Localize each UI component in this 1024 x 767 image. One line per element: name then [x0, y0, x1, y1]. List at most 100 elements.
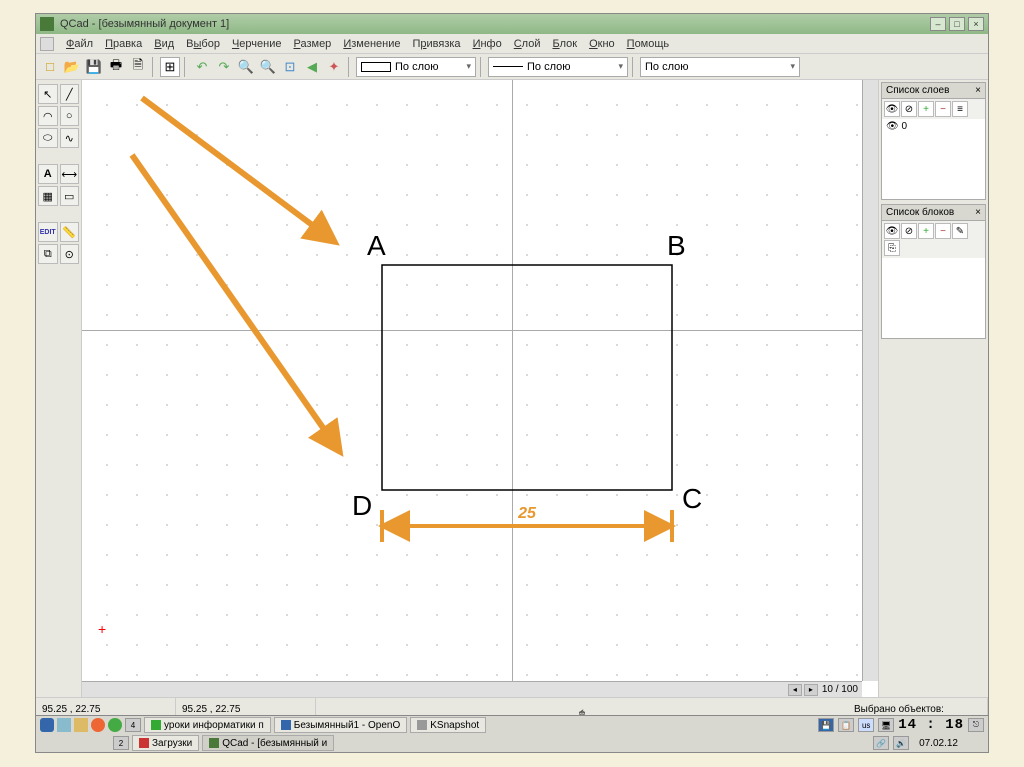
- layers-close-icon[interactable]: ×: [975, 85, 981, 96]
- layer-edit-icon[interactable]: ≡: [952, 101, 968, 117]
- home-icon[interactable]: [74, 718, 88, 732]
- new-button[interactable]: □: [40, 57, 60, 77]
- tool-pointer[interactable]: ↖: [38, 84, 58, 104]
- task-item[interactable]: KSnapshot: [410, 717, 486, 733]
- h-scrollbar[interactable]: ◂▸ 10 / 100: [82, 681, 862, 697]
- close-button[interactable]: ×: [968, 17, 984, 31]
- tool-measure[interactable]: 📏: [60, 222, 80, 242]
- origin-cross-icon: +: [98, 621, 106, 637]
- zoom-in-button[interactable]: 🔍: [236, 57, 256, 77]
- display-tray-icon[interactable]: 🖥: [878, 718, 894, 732]
- tool-ellipse[interactable]: ⬭: [38, 128, 58, 148]
- left-toolbox: ↖╱ ◠○ ⬭∿ A⟷ ▦▭ EDIT📏 ⧉⊙: [36, 80, 82, 697]
- zoom-out-button[interactable]: 🔍: [258, 57, 278, 77]
- zoom-label: 10 / 100: [822, 684, 858, 695]
- undo-button[interactable]: ↶: [192, 57, 212, 77]
- task-item[interactable]: уроки информатики п: [144, 717, 271, 733]
- v-scrollbar[interactable]: [862, 80, 878, 681]
- task-count-1[interactable]: 4: [125, 718, 141, 732]
- layers-list[interactable]: 👁 0: [882, 119, 985, 199]
- block-add-icon[interactable]: +: [918, 223, 934, 239]
- desktop-icon[interactable]: [57, 718, 71, 732]
- tool-image[interactable]: ▭: [60, 186, 80, 206]
- zoom-fit-button[interactable]: ⊡: [280, 57, 300, 77]
- task-count-2[interactable]: 2: [113, 736, 129, 750]
- layer-width-combo[interactable]: По слою: [640, 57, 800, 77]
- blocks-list[interactable]: [882, 258, 985, 338]
- titlebar: QCad - [безымянный документ 1] – □ ×: [36, 14, 988, 34]
- menu-блок[interactable]: Блок: [546, 36, 583, 52]
- minimize-button[interactable]: –: [930, 17, 946, 31]
- save-tray-icon[interactable]: 💾: [818, 718, 834, 732]
- menu-окно[interactable]: Окно: [583, 36, 621, 52]
- scroll-left-icon[interactable]: ◂: [788, 684, 802, 696]
- open-button[interactable]: 📂: [62, 57, 82, 77]
- layer-hide-icon[interactable]: ⊘: [901, 101, 917, 117]
- menu-инфо[interactable]: Инфо: [467, 36, 508, 52]
- block-hide-icon[interactable]: ⊘: [901, 223, 917, 239]
- doc-icon[interactable]: [40, 37, 54, 51]
- block-remove-icon[interactable]: −: [935, 223, 951, 239]
- firefox-icon[interactable]: [91, 718, 105, 732]
- tool-line[interactable]: ╱: [60, 84, 80, 104]
- save-button[interactable]: 💾: [84, 57, 104, 77]
- tool-circle[interactable]: ○: [60, 106, 80, 126]
- layers-panel-title: Список слоев: [886, 85, 949, 96]
- taskbar: 4 уроки информатики п Безымянный1 - Open…: [35, 715, 989, 753]
- block-eye-icon[interactable]: 👁: [884, 223, 900, 239]
- kmenu-icon[interactable]: [40, 718, 54, 732]
- menu-помощь[interactable]: Помощь: [621, 36, 676, 52]
- task-item[interactable]: QCad - [безымянный и: [202, 735, 334, 751]
- menu-изменение[interactable]: Изменение: [337, 36, 406, 52]
- layer-color-combo[interactable]: По слою: [356, 57, 476, 77]
- main-toolbar: □ 📂 💾 🖶 🗎 ⊞ ↶ ↷ 🔍 🔍 ⊡ ◀ ✦ По слою По сло…: [36, 54, 988, 80]
- block-insert-icon[interactable]: ⎘: [884, 240, 900, 256]
- grid-button[interactable]: ⊞: [160, 57, 180, 77]
- blocks-panel-title: Список блоков: [886, 207, 954, 218]
- network-tray-icon[interactable]: 🔗: [873, 736, 889, 750]
- print-button[interactable]: 🖶: [106, 57, 126, 77]
- date-label: 07.02.12: [919, 738, 958, 749]
- tool-dimension[interactable]: ⟷: [60, 164, 80, 184]
- layer-line-combo[interactable]: По слою: [488, 57, 628, 77]
- menu-вид[interactable]: Вид: [148, 36, 180, 52]
- layer-remove-icon[interactable]: −: [935, 101, 951, 117]
- menu-выбор[interactable]: Выбор: [180, 36, 226, 52]
- logout-icon[interactable]: ⎋: [968, 718, 984, 732]
- maximize-button[interactable]: □: [949, 17, 965, 31]
- print-preview-button[interactable]: 🗎: [128, 57, 148, 77]
- tool-text[interactable]: A: [38, 164, 58, 184]
- menu-привязка[interactable]: Привязка: [406, 36, 466, 52]
- zoom-prev-button[interactable]: ◀: [302, 57, 322, 77]
- tool-arc[interactable]: ◠: [38, 106, 58, 126]
- tool-hatch[interactable]: ▦: [38, 186, 58, 206]
- menu-файл[interactable]: Файл: [60, 36, 99, 52]
- window-title: QCad - [безымянный документ 1]: [60, 18, 229, 30]
- menu-черчение[interactable]: Черчение: [226, 36, 288, 52]
- globe-icon[interactable]: [108, 718, 122, 732]
- clipboard-tray-icon[interactable]: 📋: [838, 718, 854, 732]
- menu-слой[interactable]: Слой: [508, 36, 547, 52]
- lang-indicator[interactable]: us: [858, 718, 874, 732]
- tool-spline[interactable]: ∿: [60, 128, 80, 148]
- scroll-right-icon[interactable]: ▸: [804, 684, 818, 696]
- layer-add-icon[interactable]: +: [918, 101, 934, 117]
- blocks-close-icon[interactable]: ×: [975, 207, 981, 218]
- task-item[interactable]: Загрузки: [132, 735, 199, 751]
- volume-tray-icon[interactable]: 🔊: [893, 736, 909, 750]
- tool-block[interactable]: ⧉: [38, 244, 58, 264]
- right-panels: Список слоев × 👁 ⊘ + − ≡ 👁 0 Список блоко…: [878, 80, 988, 697]
- redo-button[interactable]: ↷: [214, 57, 234, 77]
- pan-button[interactable]: ✦: [324, 57, 344, 77]
- canvas[interactable]: + ABCD25 ◂▸ 10 / 100: [82, 80, 878, 697]
- layers-panel: Список слоев × 👁 ⊘ + − ≡ 👁 0: [881, 82, 986, 200]
- clock: 14 : 18: [898, 717, 964, 733]
- tool-snap[interactable]: ⊙: [60, 244, 80, 264]
- menu-правка[interactable]: Правка: [99, 36, 148, 52]
- tool-edit[interactable]: EDIT: [38, 222, 58, 242]
- block-edit-icon[interactable]: ✎: [952, 223, 968, 239]
- task-item[interactable]: Безымянный1 - OpenO: [274, 717, 407, 733]
- blocks-panel: Список блоков × 👁 ⊘ + − ✎ ⎘: [881, 204, 986, 339]
- layer-eye-icon[interactable]: 👁: [884, 101, 900, 117]
- menu-размер[interactable]: Размер: [287, 36, 337, 52]
